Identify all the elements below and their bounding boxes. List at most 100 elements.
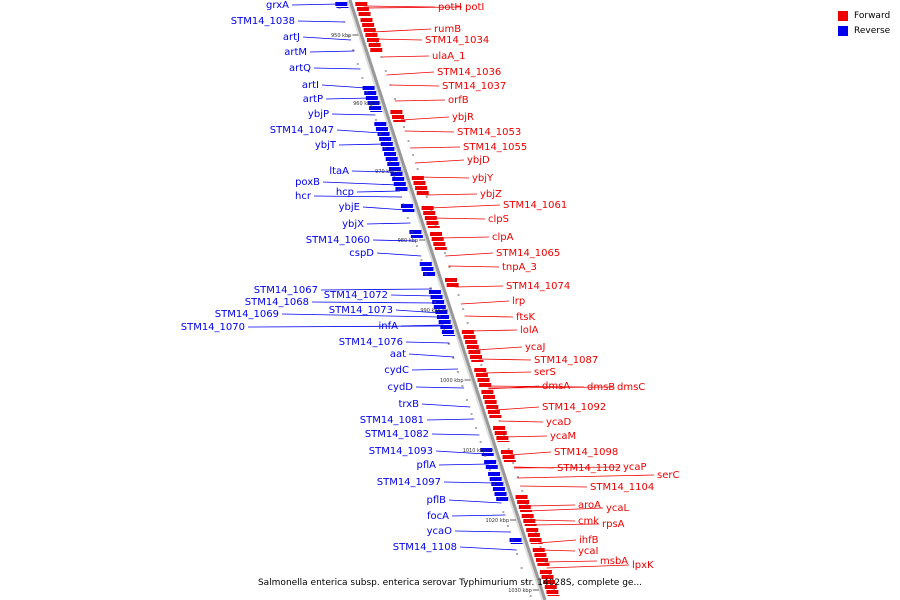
reverse-leader-line (454, 530, 511, 533)
reverse-gene-block (375, 127, 388, 131)
forward-gene-label: ybjD (467, 155, 490, 166)
forward-leader-line (363, 5, 436, 8)
reverse-gene-block (440, 325, 453, 329)
reverse-swatch (838, 25, 848, 36)
reverse-gene-block (370, 111, 383, 112)
reverse-leader-line (356, 190, 401, 193)
reverse-leader-line (400, 324, 444, 327)
forward-leader-line (478, 358, 532, 361)
forward-gene-label: ybjR (452, 112, 474, 123)
reverse-gene-block (367, 101, 380, 105)
forward-gene-label: rumB (434, 24, 461, 35)
forward-gene-block (477, 378, 490, 382)
reverse-leader-line (438, 463, 489, 466)
forward-gene-block (532, 548, 545, 552)
forward-gene-label: clpS (488, 214, 509, 225)
reverse-gene-block (335, 2, 348, 6)
reverse-leader-line (291, 3, 340, 6)
forward-gene-block (483, 395, 496, 399)
reverse-leader-line (415, 386, 465, 389)
scale-tick-label: 960 kbp (353, 101, 373, 107)
reverse-gene-block (393, 182, 406, 186)
reverse-gene-block (419, 262, 432, 266)
reverse-gene-label: STM14_1081 (360, 415, 424, 426)
forward-gene-label: ulaA_1 (432, 51, 465, 62)
forward-gene-block (413, 181, 426, 185)
forward-leader-line (469, 329, 518, 332)
reverse-leader-line (321, 84, 367, 89)
reverse-gene-block (443, 335, 456, 336)
reverse-gene-label: STM14_1097 (377, 477, 441, 488)
reverse-gene-label: STM14_1072 (324, 290, 388, 301)
legend-item-reverse: Reverse (838, 24, 890, 37)
reverse-gene-label: ybjX (342, 219, 364, 230)
reverse-gene-block (387, 162, 400, 166)
forward-gene-label: msbA (600, 556, 628, 567)
reverse-gene-label: hcp (336, 187, 354, 198)
reverse-leader-line (311, 301, 437, 304)
forward-gene-block (500, 450, 513, 454)
forward-leader-line (429, 204, 501, 209)
forward-gene-block (461, 330, 474, 334)
forward-gene-block (520, 510, 533, 512)
forward-leader-line (404, 130, 455, 133)
reverse-gene-block (364, 91, 377, 95)
forward-gene-block (365, 33, 378, 37)
forward-gene-block (411, 176, 424, 180)
forward-gene-block (355, 2, 368, 6)
forward-gene-block (415, 186, 428, 190)
reverse-gene-label: aat (390, 349, 406, 360)
reverse-leader-line (313, 67, 361, 70)
forward-gene-block (423, 211, 436, 215)
reverse-gene-label: artM (284, 47, 307, 58)
forward-gene-block (431, 237, 444, 241)
reverse-gene-block (409, 230, 422, 234)
reverse-gene-label: focA (427, 511, 449, 522)
forward-gene-label: clpA (492, 232, 514, 243)
forward-leader-line (546, 564, 630, 569)
forward-gene-label: STM14_1104 (590, 482, 654, 493)
reverse-gene-block (377, 132, 390, 136)
scale-tick-label: 950 kbp (331, 33, 351, 39)
reverse-leader-line (443, 481, 495, 484)
reverse-leader-line (411, 368, 458, 371)
reverse-gene-block (402, 209, 415, 212)
forward-leader-line (504, 435, 548, 438)
forward-swatch (838, 10, 848, 21)
forward-gene-block (424, 216, 437, 220)
reverse-gene-label: ybjP (308, 109, 329, 120)
reverse-gene-label: ycaO (427, 526, 453, 537)
forward-gene-label: STM14_1092 (542, 402, 606, 413)
forward-gene-block (481, 390, 494, 394)
forward-gene-label: ycaP (623, 462, 647, 473)
forward-leader-line (464, 315, 514, 318)
forward-leader-line (460, 300, 510, 305)
forward-leader-line (419, 176, 470, 179)
reverse-gene-label: artJ (283, 32, 300, 43)
forward-gene-block (393, 120, 406, 122)
reverse-gene-label: ybjE (339, 202, 360, 213)
forward-leader-line (410, 146, 461, 149)
forward-gene-block (524, 524, 537, 526)
reverse-leader-line (331, 113, 376, 116)
reverse-leader-line (459, 546, 517, 551)
forward-gene-block (471, 360, 484, 362)
forward-gene-block (539, 570, 552, 574)
forward-leader-line (532, 523, 600, 526)
reverse-gene-block (510, 543, 523, 544)
reverse-gene-block (509, 538, 522, 542)
reverse-leader-line (320, 288, 432, 291)
gene-features (335, 2, 560, 597)
reverse-leader-line (351, 170, 394, 173)
reverse-gene-label: STM14_1060 (306, 235, 370, 246)
forward-leader-line (528, 507, 604, 512)
reverse-leader-line (372, 239, 417, 242)
reverse-leader-line (336, 129, 382, 134)
reverse-leader-line (247, 325, 444, 328)
reverse-gene-block (365, 96, 378, 100)
forward-leader-line (445, 252, 494, 257)
forward-leader-line (364, 6, 463, 9)
forward-gene-label: STM14_1098 (554, 447, 618, 458)
forward-leader-line (487, 385, 585, 388)
reverse-gene-block (428, 290, 441, 294)
